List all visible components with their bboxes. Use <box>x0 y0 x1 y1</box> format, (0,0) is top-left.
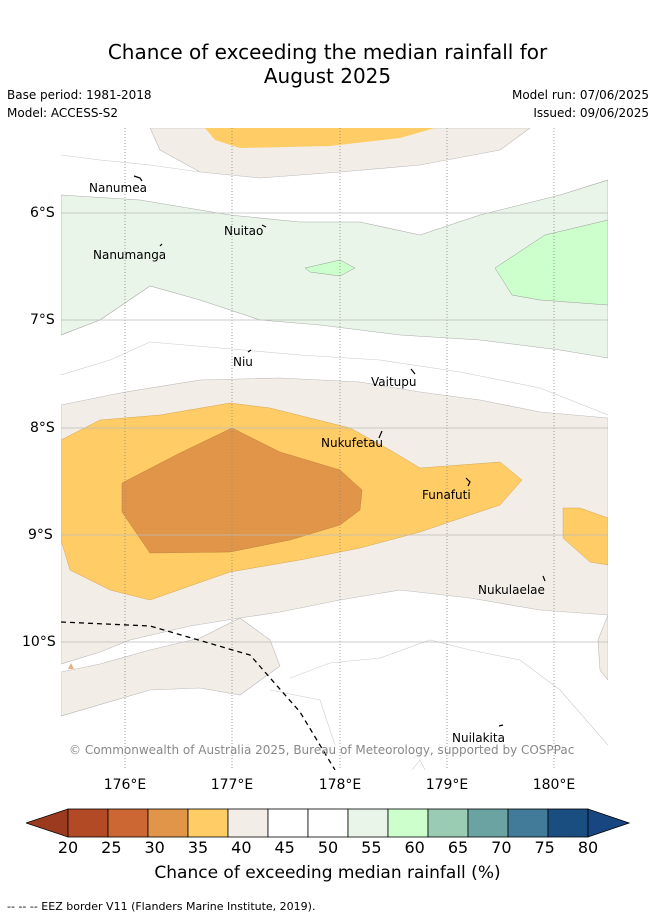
label-niu: Niu <box>233 355 253 369</box>
colorbar-segment <box>427 808 469 838</box>
label-nukufetau: Nukufetau <box>321 436 384 450</box>
colorbar-label: Chance of exceeding median rainfall (%) <box>154 863 501 883</box>
title-line-1: Chance of exceeding the median rainfall … <box>107 40 548 64</box>
colorbar-segment <box>507 808 549 838</box>
copyright-notice: © Commonwealth of Australia 2025, Bureau… <box>69 743 575 757</box>
colorbar-tick-label: 45 <box>274 838 295 857</box>
lat-label-6s: 6°S <box>30 205 55 221</box>
label-nanumea: Nanumea <box>89 181 147 195</box>
colorbar-tick-label: 30 <box>144 838 165 857</box>
contour-35-40-east <box>562 507 608 566</box>
label-vaitupu: Vaitupu <box>371 375 417 389</box>
label-nuilakita: Nuilakita <box>452 731 505 745</box>
colorbar-high-extend <box>587 808 630 838</box>
island-mark-vaitupu <box>410 368 416 375</box>
colorbar-segment <box>467 808 509 838</box>
colorbar-segment <box>387 808 429 838</box>
colorbar-tick-label: 55 <box>361 838 382 857</box>
colorbar-tick-label: 40 <box>231 838 252 857</box>
label-nuitao: Nuitao <box>224 224 264 238</box>
colorbar-low-extend <box>26 808 69 838</box>
label-funafuti: Funafuti <box>422 488 471 502</box>
contour-35-40-top <box>205 128 435 148</box>
colorbar-segment <box>227 808 269 838</box>
lon-label-178: 178°E <box>318 777 362 793</box>
island-mark-nukufetau <box>378 430 383 439</box>
colorbar-tick-label: 70 <box>491 838 512 857</box>
label-nukulaelae: Nukulaelae <box>478 583 545 597</box>
contour-60-65-east <box>494 219 608 306</box>
colorbar-segment <box>107 808 149 838</box>
colorbar-segment <box>347 808 389 838</box>
island-mark-niu <box>247 349 252 353</box>
contour-40-45-low <box>61 617 281 717</box>
colorbar-segment <box>547 808 589 838</box>
colorbar-tick-label: 50 <box>317 838 339 857</box>
island-mark-nanumanga <box>159 243 163 247</box>
colorbar-segment <box>147 808 189 838</box>
island-mark-funafuti <box>465 477 471 487</box>
lon-label-176: 176°E <box>103 777 147 793</box>
island-mark-nukulaelae <box>542 575 546 582</box>
island-mark-nanumea <box>133 175 143 182</box>
title-line-2: August 2025 <box>263 64 392 88</box>
lat-label-10s: 10°S <box>22 634 56 650</box>
lat-label-9s: 9°S <box>28 527 53 543</box>
colorbar-segment <box>67 808 109 838</box>
contour-60-65-center <box>304 259 356 277</box>
model-run: Model run: 07/06/2025 <box>511 88 649 102</box>
lon-label-179: 179°E <box>425 777 469 793</box>
longitude-gridlines <box>124 128 555 770</box>
colorbar-tick-label: 75 <box>534 838 555 857</box>
contour-40-45-se <box>597 614 608 681</box>
colorbar-tick-label: 25 <box>101 838 122 857</box>
island-mark-nuilakita <box>498 724 504 727</box>
base-period: Base period: 1981-2018 <box>7 88 152 102</box>
lat-label-7s: 7°S <box>30 312 55 328</box>
map-panel <box>61 128 608 770</box>
colorbar <box>26 808 630 838</box>
label-nanumanga: Nanumanga <box>93 248 167 262</box>
colorbar-tick-label: 35 <box>187 838 209 857</box>
eez-border <box>61 621 336 770</box>
issued-date: Issued: 09/06/2025 <box>533 106 649 120</box>
island-mark-nuitao <box>261 224 267 228</box>
colorbar-tick-label: 65 <box>447 838 469 857</box>
colorbar-segment <box>307 808 349 838</box>
model-name: Model: ACCESS-S2 <box>7 106 119 120</box>
marker-triangle <box>68 663 74 669</box>
colorbar-tick-label: 60 <box>404 838 425 857</box>
eez-footnote: -- -- -- EEZ border V11 (Flanders Marine… <box>7 900 316 913</box>
lon-label-180: 180°E <box>532 777 576 793</box>
lon-label-177: 177°E <box>210 777 254 793</box>
colorbar-segment <box>267 808 309 838</box>
colorbar-tick-label: 80 <box>577 838 599 857</box>
latitude-gridlines <box>61 212 608 643</box>
lat-label-8s: 8°S <box>30 420 55 436</box>
colorbar-tick-label: 20 <box>57 838 79 857</box>
colorbar-segment <box>187 808 229 838</box>
map-title: Chance of exceeding the median rainfall … <box>0 40 655 88</box>
